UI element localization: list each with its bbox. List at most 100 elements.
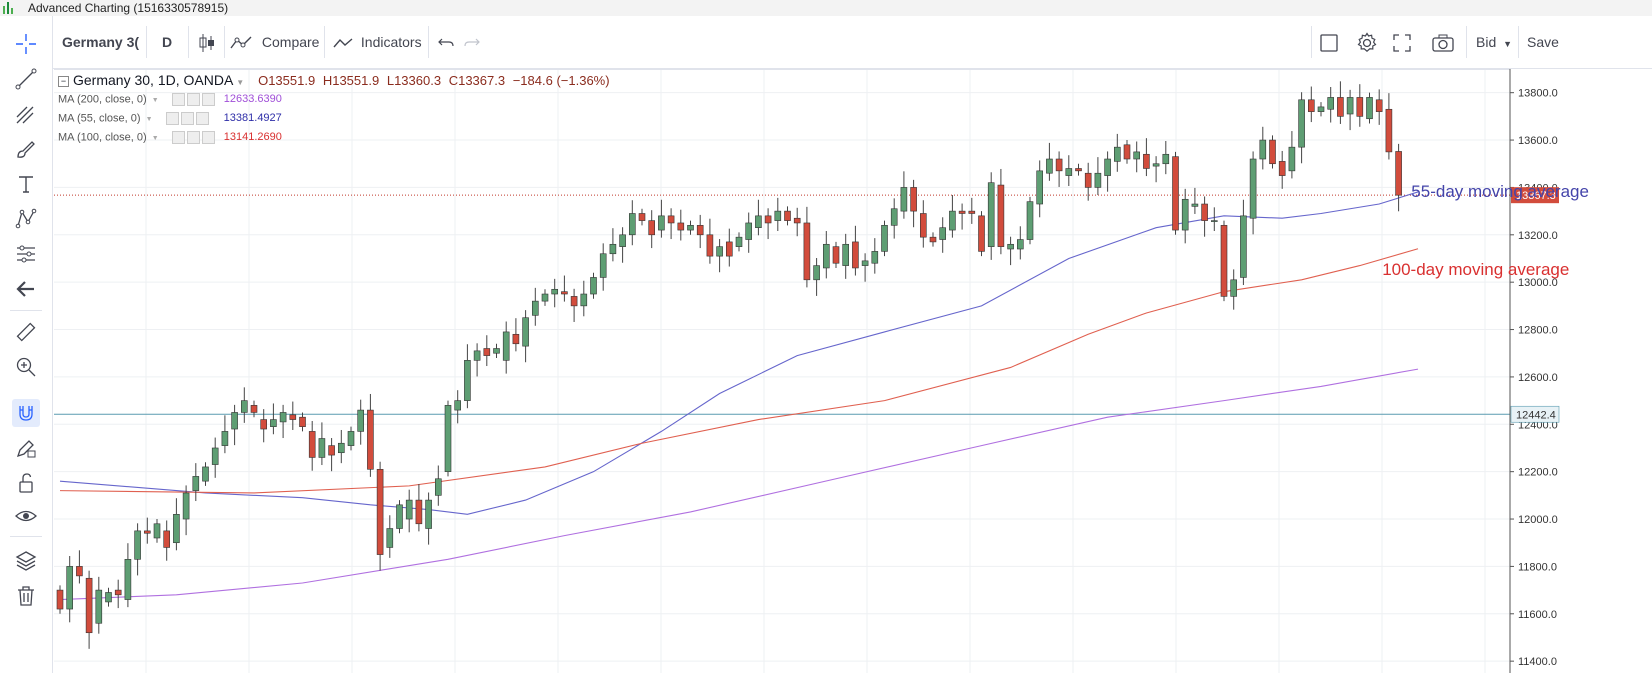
candle bbox=[347, 426, 355, 451]
unlock-icon[interactable] bbox=[12, 469, 40, 497]
candle bbox=[745, 212, 753, 253]
lock-drawing-icon[interactable] bbox=[12, 434, 40, 462]
eye-icon[interactable] bbox=[12, 502, 40, 530]
indicators-button[interactable]: Indicators bbox=[333, 16, 425, 68]
redo-button[interactable] bbox=[464, 16, 482, 68]
candle bbox=[531, 287, 539, 326]
gear-icon bbox=[1357, 32, 1377, 53]
candle-body bbox=[1317, 106, 1325, 112]
candle-body bbox=[1065, 168, 1073, 176]
candle-body bbox=[861, 260, 869, 266]
candle-body bbox=[1055, 158, 1063, 172]
candle-body bbox=[939, 227, 947, 240]
chevron-down-icon[interactable]: ▼ bbox=[151, 135, 159, 143]
candle bbox=[890, 198, 898, 239]
collapse-legend-icon[interactable]: − bbox=[58, 75, 69, 87]
chevron-down-icon[interactable]: ▼ bbox=[151, 97, 159, 105]
snapshot-button[interactable] bbox=[1432, 16, 1456, 68]
price-type-dropdown[interactable]: Bid ▼ bbox=[1476, 16, 1516, 68]
legend-ma100[interactable]: MA (100, close, 0) ▼ 13141.2690 bbox=[58, 131, 282, 144]
candle-body bbox=[221, 431, 229, 446]
candle bbox=[163, 520, 170, 561]
candle bbox=[85, 570, 93, 649]
candle bbox=[95, 576, 103, 634]
candle-body bbox=[997, 184, 1005, 247]
chart-style-button[interactable] bbox=[198, 16, 218, 68]
close-icon[interactable] bbox=[201, 93, 215, 106]
candle bbox=[609, 228, 617, 262]
layers-icon[interactable] bbox=[12, 547, 40, 575]
candle-body bbox=[493, 348, 500, 354]
magnet-icon[interactable] bbox=[12, 399, 40, 427]
candle-body bbox=[473, 350, 481, 361]
compare-icon bbox=[230, 36, 252, 49]
chart-annotation: 55-day moving average bbox=[1411, 182, 1589, 201]
eye-icon[interactable] bbox=[171, 93, 185, 106]
brush-icon[interactable] bbox=[12, 135, 40, 163]
candle bbox=[357, 399, 365, 445]
candle bbox=[803, 206, 811, 288]
candle-body bbox=[444, 405, 452, 472]
crosshair-icon[interactable] bbox=[12, 30, 40, 58]
price-chart[interactable]: 13800.013600.013400.013200.013000.012800… bbox=[54, 69, 1652, 673]
candle-body bbox=[1084, 172, 1092, 188]
toolbar-divider bbox=[146, 26, 147, 58]
pattern-icon[interactable] bbox=[12, 205, 40, 233]
candle-body bbox=[153, 523, 161, 539]
legend-ma55[interactable]: MA (55, close, 0) ▼ 13381.4927 bbox=[58, 112, 282, 125]
legend-symbol[interactable]: Germany 30, 1D, OANDA bbox=[73, 72, 234, 88]
candle bbox=[483, 335, 491, 367]
fullscreen-toggle-button[interactable] bbox=[1320, 16, 1340, 68]
candle bbox=[1123, 140, 1131, 164]
candle bbox=[173, 498, 180, 551]
candle-body bbox=[202, 466, 209, 482]
candle-body bbox=[1036, 170, 1044, 205]
candle bbox=[415, 483, 423, 532]
candle bbox=[512, 318, 520, 352]
ohlc-values: O13551.9 H13551.9 L13360.3 C13367.3 −184… bbox=[258, 73, 613, 88]
candle bbox=[813, 258, 820, 296]
gear-icon[interactable] bbox=[186, 131, 200, 144]
candle-body bbox=[318, 438, 326, 458]
close-icon[interactable] bbox=[201, 131, 215, 144]
candle bbox=[648, 210, 656, 249]
eye-icon[interactable] bbox=[165, 112, 179, 125]
candle-body bbox=[522, 317, 529, 347]
back-arrow-icon[interactable] bbox=[12, 275, 40, 303]
candles-icon bbox=[199, 34, 214, 53]
candle bbox=[493, 343, 500, 358]
text-icon[interactable] bbox=[12, 170, 40, 198]
chart-area[interactable]: 13800.013600.013400.013200.013000.012800… bbox=[54, 69, 1652, 673]
price-tick-label: 11600.0 bbox=[1518, 609, 1557, 621]
expand-button[interactable] bbox=[1393, 16, 1415, 68]
measure-icon[interactable] bbox=[12, 240, 40, 268]
eye-icon[interactable] bbox=[171, 131, 185, 144]
window-title: Advanced Charting (1516330578915) bbox=[28, 1, 229, 15]
zoom-in-icon[interactable] bbox=[12, 353, 40, 381]
symbol-search[interactable]: Germany 3( bbox=[62, 34, 140, 50]
gear-icon[interactable] bbox=[180, 112, 194, 125]
gear-icon[interactable] bbox=[186, 93, 200, 106]
candle bbox=[842, 233, 850, 279]
trash-icon[interactable] bbox=[12, 582, 40, 610]
price-axis[interactable]: 13800.013600.013400.013200.013000.012800… bbox=[1509, 69, 1560, 673]
candle-body bbox=[667, 215, 675, 224]
undo-button[interactable] bbox=[438, 16, 456, 68]
candle-body bbox=[1259, 139, 1267, 160]
chevron-down-icon[interactable]: ▼ bbox=[236, 78, 245, 87]
save-button[interactable]: Save bbox=[1527, 34, 1559, 50]
candle bbox=[1366, 92, 1373, 124]
candle bbox=[1143, 138, 1150, 177]
candle-body bbox=[260, 419, 267, 430]
legend-ma200[interactable]: MA (200, close, 0) ▼ 12633.6390 bbox=[58, 93, 282, 106]
trend-line-icon[interactable] bbox=[12, 65, 40, 93]
candle-body bbox=[386, 528, 394, 548]
ruler-icon[interactable] bbox=[12, 318, 40, 346]
settings-button[interactable] bbox=[1356, 16, 1378, 68]
interval-selector[interactable]: D bbox=[162, 34, 173, 50]
pitchfork-icon[interactable] bbox=[12, 100, 40, 128]
compare-button[interactable]: Compare bbox=[230, 16, 320, 68]
close-icon[interactable] bbox=[195, 112, 209, 125]
moving-average-line bbox=[59, 248, 1419, 494]
chevron-down-icon[interactable]: ▼ bbox=[145, 116, 153, 124]
